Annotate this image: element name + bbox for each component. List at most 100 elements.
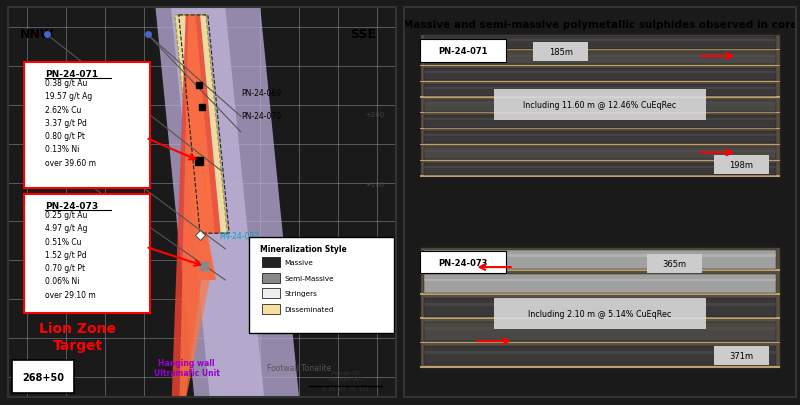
Text: +100: +100 [365,182,384,188]
Text: -100: -100 [368,322,384,328]
Text: PN-24-073: PN-24-073 [45,201,98,210]
Bar [420,129,780,130]
Polygon shape [172,16,221,397]
Text: Hanging wall
Ultramafic Unit: Hanging wall Ultramafic Unit [154,358,219,377]
FancyBboxPatch shape [534,43,588,62]
Text: Including 2.10 m @ 5.14% CuEqRec: Including 2.10 m @ 5.14% CuEqRec [528,309,672,318]
Text: 1.52 g/t Pd: 1.52 g/t Pd [45,250,86,259]
Bar [420,160,780,162]
Text: 0  25  50  75  100: 0 25 50 75 100 [322,386,369,391]
Text: 19.57 g/t Ag: 19.57 g/t Ag [45,92,92,101]
Text: PN-24-070: PN-24-070 [241,112,281,121]
FancyBboxPatch shape [420,40,506,63]
Bar [420,66,780,67]
Bar [424,132,777,144]
Text: 0.38 g/t Au: 0.38 g/t Au [45,79,87,88]
Bar [424,327,777,330]
Bar [262,257,280,267]
Text: PN-24-072: PN-24-072 [219,231,259,240]
FancyBboxPatch shape [494,90,706,121]
Text: PN-24-069: PN-24-069 [241,89,281,98]
Text: Footwall Tonalite: Footwall Tonalite [267,363,331,372]
Text: 371m: 371m [729,351,753,360]
Bar [420,366,780,368]
FancyBboxPatch shape [249,237,394,333]
Text: PN-24-071: PN-24-071 [438,47,487,56]
Bar [424,255,777,258]
Bar [424,250,777,269]
FancyBboxPatch shape [420,251,506,274]
Text: +200: +200 [365,112,384,118]
Text: Massive and semi-massive polymetallic sulphides observed in core: Massive and semi-massive polymetallic su… [403,20,797,30]
FancyBboxPatch shape [647,254,702,274]
Bar [424,166,777,168]
Bar [424,69,777,81]
Bar [424,163,777,176]
Text: Plunge 00
Azimuth 063: Plunge 00 Azimuth 063 [328,370,363,381]
Bar [424,135,777,137]
Bar [424,53,777,65]
Text: 185m: 185m [549,48,573,57]
FancyBboxPatch shape [12,360,74,393]
Polygon shape [155,8,299,397]
Bar [424,351,777,354]
Bar [424,151,777,153]
Text: Including 11.60 m @ 12.46% CuEqRec: Including 11.60 m @ 12.46% CuEqRec [523,101,677,110]
Text: 0.70 g/t Pt: 0.70 g/t Pt [45,264,85,273]
Bar [420,176,780,177]
FancyBboxPatch shape [23,195,150,313]
Text: Mineralization Style: Mineralization Style [260,245,347,254]
Bar [420,342,780,343]
Bar [420,247,780,368]
Text: 268+50: 268+50 [22,372,64,382]
Text: Stringers: Stringers [284,290,317,296]
Text: Massive: Massive [284,259,313,265]
Text: Disseminated: Disseminated [284,306,334,312]
Text: over 29.10 m: over 29.10 m [45,290,96,299]
Text: 0.51% Cu: 0.51% Cu [45,237,82,246]
FancyBboxPatch shape [714,156,769,174]
Bar [424,347,777,365]
Bar [420,294,780,295]
Text: Hanging wall
Tonalite: Hanging wall Tonalite [22,358,72,377]
Polygon shape [171,8,264,397]
FancyBboxPatch shape [494,298,706,329]
Polygon shape [179,16,216,397]
Text: Lion Zone
Target: Lion Zone Target [39,322,116,352]
Bar [420,97,780,98]
Bar [424,298,777,317]
Text: 0.25 g/t Au: 0.25 g/t Au [45,211,87,220]
Bar [424,37,777,49]
Text: 365m: 365m [662,260,686,269]
Bar [424,119,777,121]
Text: 3.37 g/t Pd: 3.37 g/t Pd [45,119,86,128]
Bar [424,303,777,306]
Text: SSE: SSE [350,28,377,40]
Text: 0.13% Ni: 0.13% Ni [45,145,79,154]
Bar [424,116,777,128]
Bar [420,35,780,177]
Text: 0.80 g/t Pt: 0.80 g/t Pt [45,132,85,141]
Bar [424,56,777,58]
Bar [424,72,777,74]
Text: NNW: NNW [20,28,54,40]
Text: 0.06% Ni: 0.06% Ni [45,277,79,286]
Bar [424,87,777,90]
Bar [420,81,780,83]
FancyBboxPatch shape [23,62,150,189]
Bar [424,103,777,105]
Bar [424,147,777,160]
Text: +0: +0 [374,252,384,258]
FancyBboxPatch shape [714,346,769,364]
Bar [262,273,280,283]
Bar [420,318,780,320]
Text: PN-24-071: PN-24-071 [45,70,98,79]
Text: Semi-Massive: Semi-Massive [284,275,334,281]
Bar [424,40,777,42]
Text: 2.62% Cu: 2.62% Cu [45,105,82,114]
Bar [424,274,777,293]
Text: 4.97 g/t Ag: 4.97 g/t Ag [45,224,87,233]
Bar [424,100,777,113]
Bar [424,279,777,282]
Polygon shape [175,16,227,234]
